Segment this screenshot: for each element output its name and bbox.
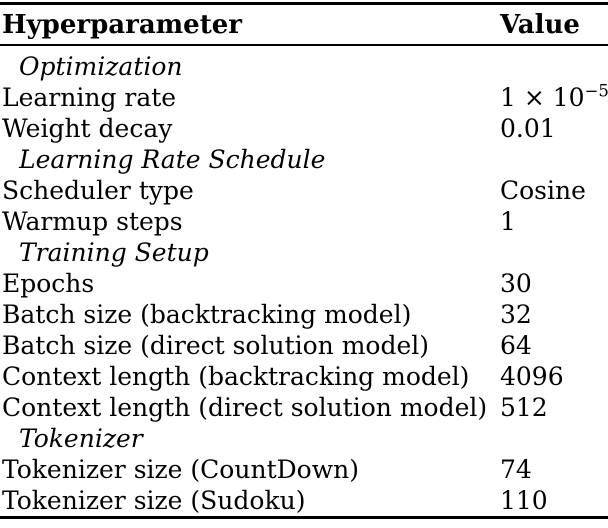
- section-row: Tokenizer: [0, 423, 608, 454]
- table-row: Weight decay 0.01: [0, 113, 608, 144]
- table-row: Batch size (direct solution model) 64: [0, 330, 608, 361]
- param-value: 32: [500, 300, 532, 329]
- param-value: 512: [500, 393, 548, 422]
- header-row: Hyperparameter Value: [0, 5, 608, 46]
- param-label: Scheduler type: [2, 176, 194, 205]
- param-label: Context length (backtracking model): [2, 362, 470, 391]
- param-label: Tokenizer size (CountDown): [2, 455, 359, 484]
- column-header-value: Value: [500, 5, 608, 46]
- param-value: 30: [500, 269, 532, 298]
- value-exponent: −5: [584, 82, 608, 101]
- table-row: Context length (direct solution model) 51…: [0, 392, 608, 423]
- section-row: Optimization: [0, 45, 608, 82]
- param-label: Batch size (backtracking model): [2, 300, 412, 329]
- table-row: Tokenizer size (Sudoku) 110: [0, 485, 608, 516]
- param-label: Learning rate: [2, 83, 177, 112]
- section-label: Training Setup: [19, 238, 209, 267]
- param-label: Warmup steps: [2, 207, 183, 236]
- section-label: Optimization: [19, 52, 183, 81]
- table-body: Optimization Learning rate 1 × 10−5 Weight …: [0, 45, 608, 516]
- section-label: Tokenizer: [19, 424, 143, 453]
- param-value: 4096: [500, 362, 564, 391]
- column-header-hyperparameter: Hyperparameter: [0, 5, 500, 46]
- table-row: Warmup steps 1: [0, 206, 608, 237]
- param-value: Cosine: [500, 176, 586, 205]
- table-row: Scheduler type Cosine: [0, 175, 608, 206]
- table-row: Epochs 30: [0, 268, 608, 299]
- param-label: Batch size (direct solution model): [2, 331, 430, 360]
- param-value: 110: [500, 486, 548, 515]
- param-value: 74: [500, 455, 532, 484]
- param-label: Weight decay: [2, 114, 173, 143]
- param-value: 1: [500, 207, 516, 236]
- param-label: Context length (direct solution model): [2, 393, 488, 422]
- table-row: Context length (backtracking model) 4096: [0, 361, 608, 392]
- table-top-rule: [0, 2, 608, 5]
- param-value: 64: [500, 331, 532, 360]
- param-value: 0.01: [500, 114, 556, 143]
- hyperparameter-table-grid: Hyperparameter Value Optimization Learnin…: [0, 5, 608, 516]
- param-label: Tokenizer size (Sudoku): [2, 486, 306, 515]
- table-row: Batch size (backtracking model) 32: [0, 299, 608, 330]
- hyperparameter-table: Hyperparameter Value Optimization Learnin…: [0, 2, 608, 519]
- table-row: Learning rate 1 × 10−5: [0, 82, 608, 113]
- section-label: Learning Rate Schedule: [19, 145, 326, 174]
- table-bottom-rule: [0, 516, 608, 519]
- section-row: Learning Rate Schedule: [0, 144, 608, 175]
- table-row: Tokenizer size (CountDown) 74: [0, 454, 608, 485]
- section-row: Training Setup: [0, 237, 608, 268]
- param-value: 1 × 10−5: [500, 82, 608, 112]
- param-label: Epochs: [2, 269, 95, 298]
